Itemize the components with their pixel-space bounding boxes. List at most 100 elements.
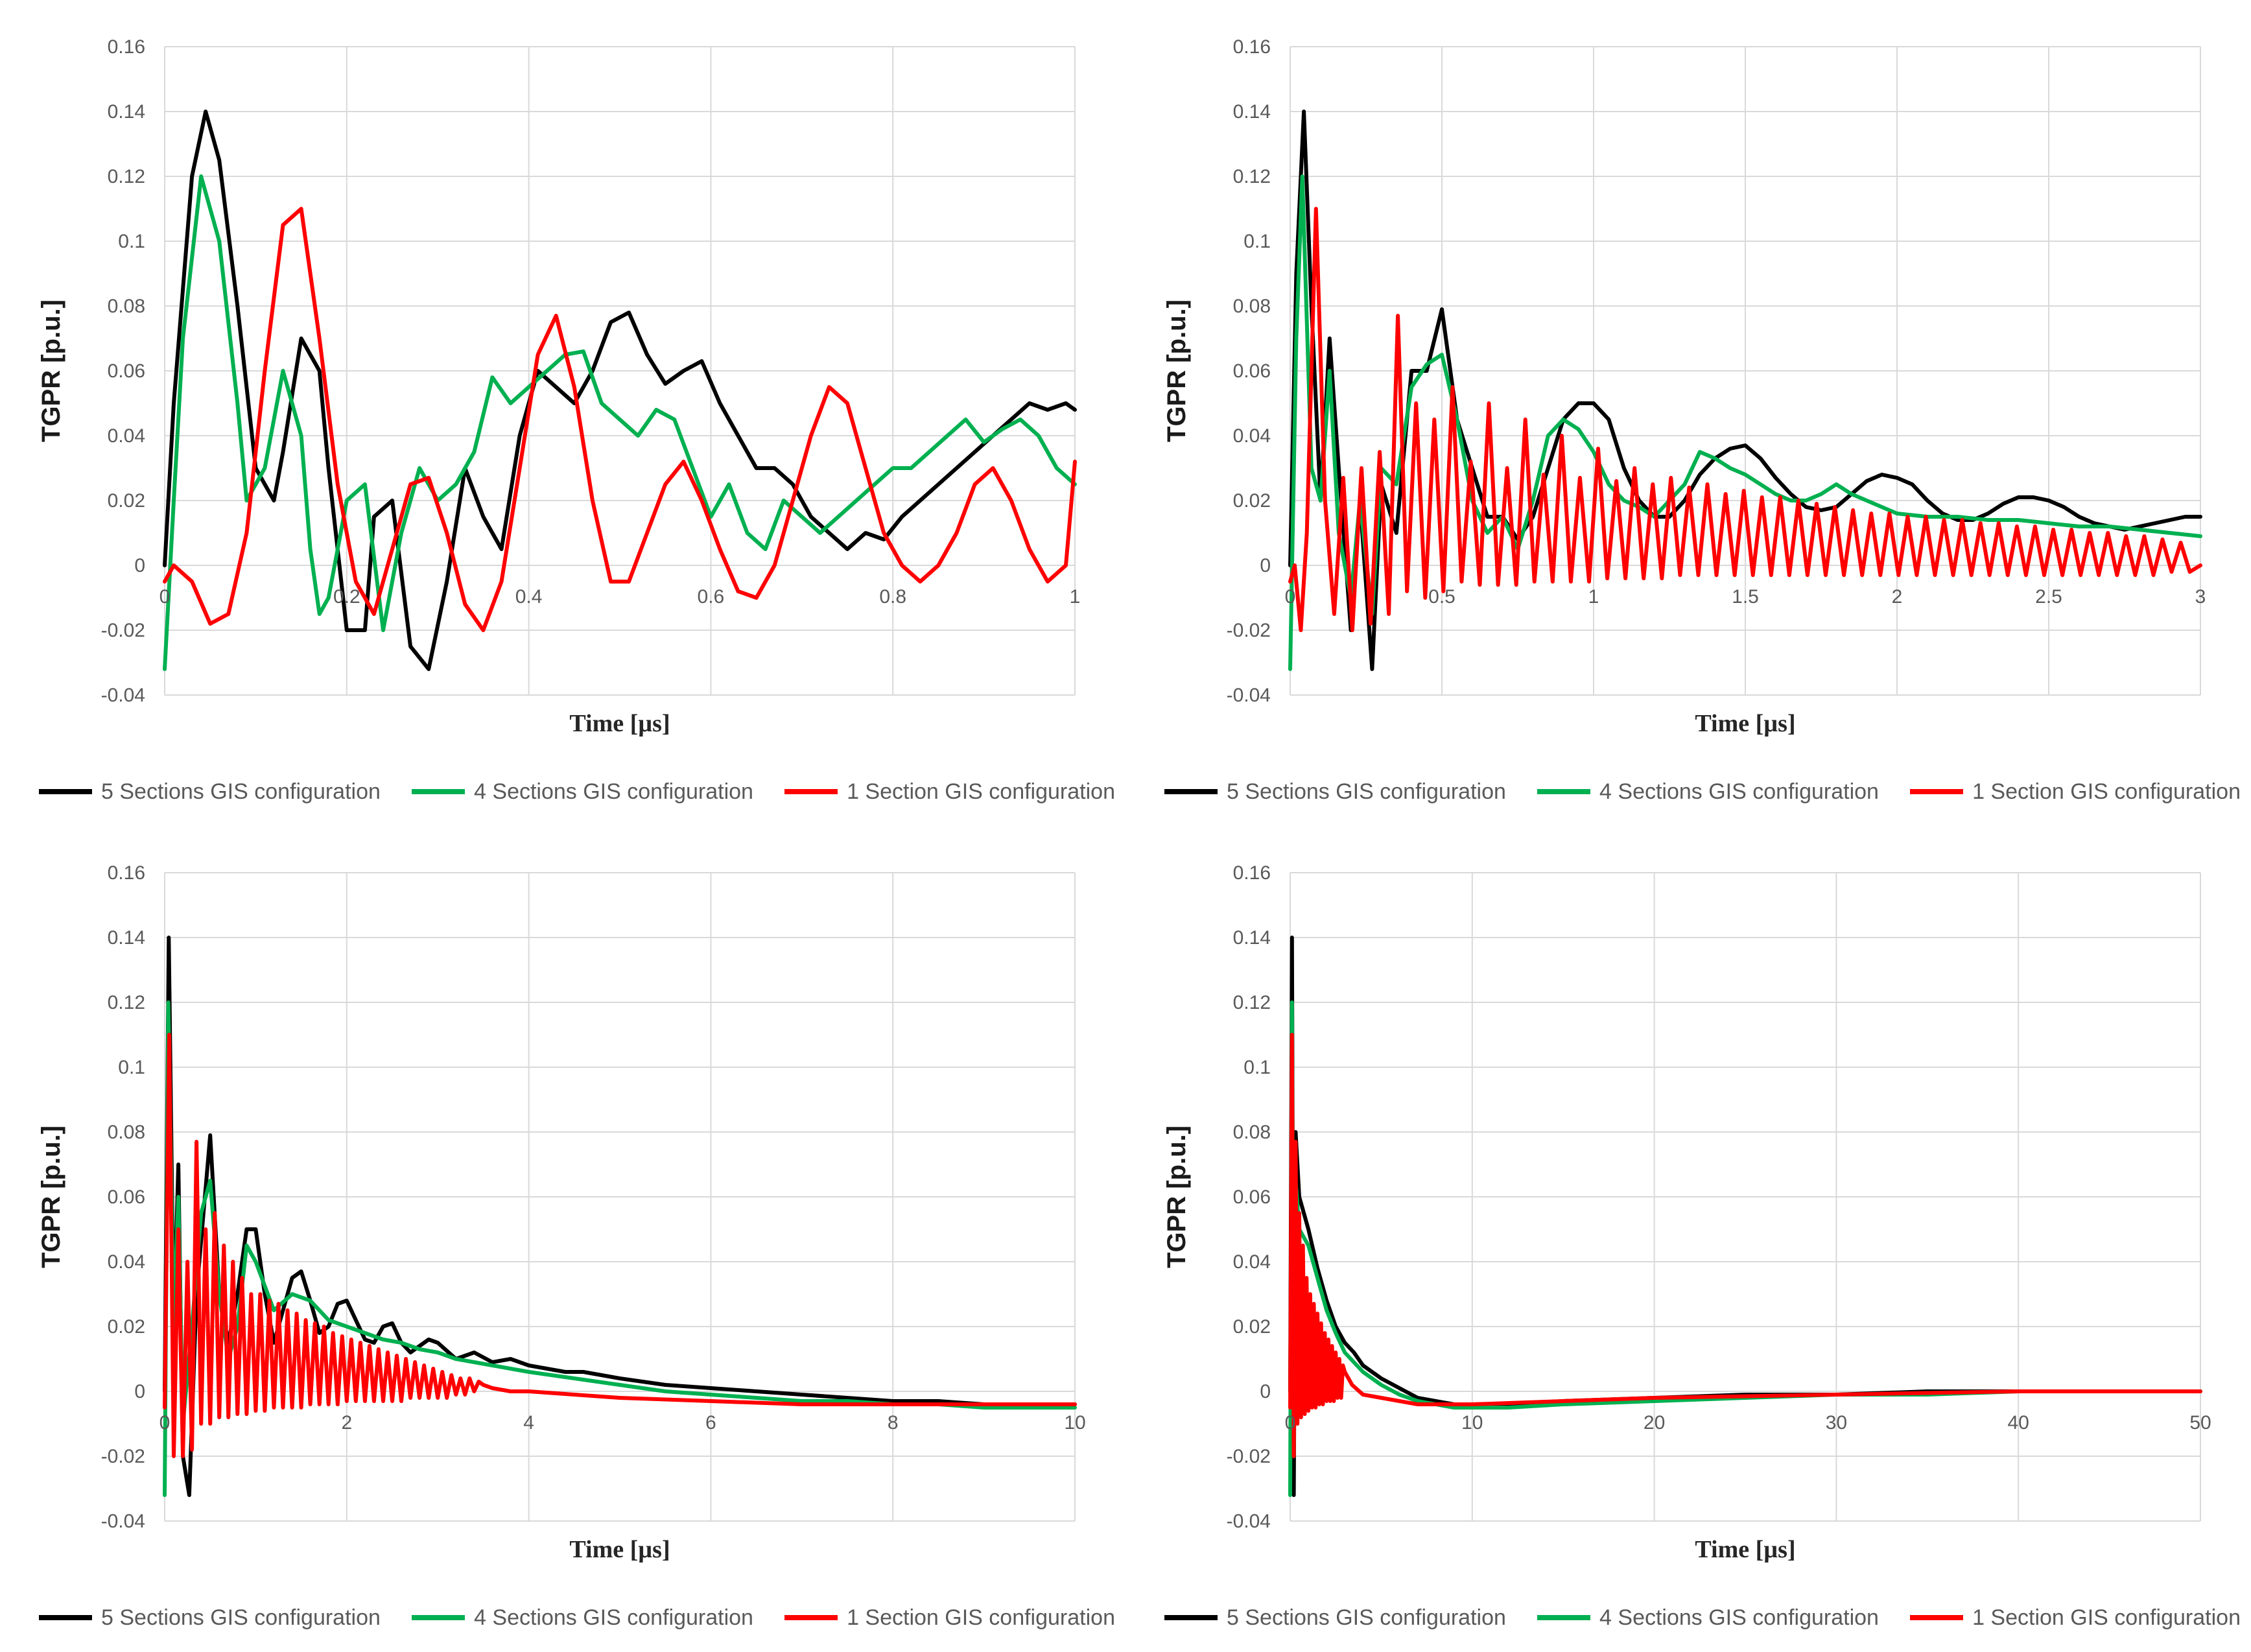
chart-1-ytick-label: 0 bbox=[134, 555, 145, 576]
chart-1-ytick-label: 0.1 bbox=[118, 231, 145, 252]
legend-item-4-sections: 4 Sections GIS configuration bbox=[412, 1605, 753, 1631]
chart-4-series-1-section-line bbox=[1288, 1033, 2202, 1458]
chart-4-gridlines bbox=[1290, 872, 2201, 1522]
chart-2-ytick-label: -0.04 bbox=[1227, 685, 1271, 706]
chart-1-ytick-label: -0.02 bbox=[101, 620, 145, 641]
chart-4-ytick-label: 0 bbox=[1260, 1381, 1271, 1402]
chart-4-ytick-label: -0.02 bbox=[1227, 1446, 1271, 1467]
chart-1-gridlines bbox=[164, 46, 1076, 696]
chart-2-xtick-label: 2.5 bbox=[2035, 586, 2062, 608]
legend-item-5-sections: 5 Sections GIS configuration bbox=[39, 1605, 381, 1631]
chart-3-svg: -0.04 -0.02 0 0.02 0.04 0.06 0.08 0.1 0.12 0.14 0.… bbox=[37, 862, 1086, 1563]
chart-3-xtick-label: 0 bbox=[159, 1412, 171, 1434]
chart-1-series-5-section-line bbox=[163, 110, 1077, 671]
chart-3-ytick-label: 0.08 bbox=[108, 1122, 145, 1143]
chart-3-xtick-label: 8 bbox=[888, 1412, 899, 1434]
legend-swatch-4-sections bbox=[412, 1615, 466, 1620]
chart-4-xtick-label: 20 bbox=[1644, 1412, 1665, 1434]
chart-4-ytick-label: -0.04 bbox=[1227, 1511, 1271, 1532]
chart-panel-2: -0.04 -0.02 0 0.02 0.04 0.06 0.08 0.1 0.12 0.14 0.… bbox=[1126, 0, 2251, 826]
chart-1-xtick-label: 1 bbox=[1070, 586, 1081, 608]
chart-3-ytick-label: 0.14 bbox=[108, 927, 145, 949]
chart-4-x-axis-title: Time [µs] bbox=[1695, 1536, 1795, 1563]
chart-3-ytick-label: 0.16 bbox=[108, 862, 145, 884]
chart-2-ytick-label: 0.12 bbox=[1233, 166, 1271, 187]
chart-4-series-4-section-line bbox=[1288, 1000, 2202, 1497]
legend-item-1-section: 1 Section GIS configuration bbox=[784, 1605, 1115, 1631]
chart-panel-1: -0.04 -0.02 0 0.02 0.04 0.06 0.08 0.1 0.12 0.14 0.… bbox=[0, 0, 1126, 826]
chart-1-series-group bbox=[163, 110, 1077, 671]
chart-4-ytick-label: 0.04 bbox=[1233, 1251, 1271, 1273]
legend-swatch-4-sections bbox=[1537, 789, 1591, 794]
chart-3-series-1-section-line bbox=[163, 1033, 1077, 1458]
chart-4-ytick-label: 0.08 bbox=[1233, 1122, 1271, 1143]
chart-4-ytick-label: 0.12 bbox=[1233, 992, 1271, 1013]
legend-label-5-sections: 5 Sections GIS configuration bbox=[1227, 779, 1506, 804]
legend-label-5-sections: 5 Sections GIS configuration bbox=[101, 779, 381, 804]
chart-3-series-5-section-line bbox=[163, 936, 1077, 1497]
chart-4-xtick-label: 30 bbox=[1826, 1412, 1847, 1434]
chart-1-ytick-label: 0.06 bbox=[108, 360, 145, 382]
chart-2-ytick-label: 0.16 bbox=[1233, 36, 1271, 58]
chart-2-ytick-label: 0.04 bbox=[1233, 425, 1271, 447]
legend-swatch-5-sections bbox=[39, 789, 92, 794]
chart-3-gridlines bbox=[164, 872, 1076, 1522]
chart-3-series-group bbox=[163, 936, 1077, 1497]
legend-label-5-sections: 5 Sections GIS configuration bbox=[101, 1605, 381, 1630]
chart-1-series-4-section-line bbox=[163, 174, 1077, 671]
chart-3-ytick-label: 0.04 bbox=[108, 1251, 145, 1273]
chart-2-ytick-label: 0.02 bbox=[1233, 490, 1271, 512]
chart-4-xtick-label: 50 bbox=[2189, 1412, 2211, 1434]
chart-2-series-1-section-line bbox=[1288, 207, 2202, 632]
chart-3-ytick-label: -0.04 bbox=[101, 1511, 145, 1532]
chart-1-ytick-label: 0.16 bbox=[108, 36, 145, 58]
chart-4-ytick-label: 0.02 bbox=[1233, 1316, 1271, 1338]
legend-label-1-section: 1 Section GIS configuration bbox=[847, 779, 1115, 804]
chart-4-xtick-label: 10 bbox=[1461, 1412, 1483, 1434]
legend-label-4-sections: 4 Sections GIS configuration bbox=[1599, 1605, 1879, 1630]
legend-swatch-4-sections bbox=[1537, 1615, 1591, 1620]
chart-1-xtick-label: 0.6 bbox=[698, 586, 725, 608]
legend-item-4-sections: 4 Sections GIS configuration bbox=[1537, 1605, 1879, 1631]
chart-4-ytick-label: 0.1 bbox=[1243, 1057, 1271, 1078]
legend-item-4-sections: 4 Sections GIS configuration bbox=[412, 779, 753, 805]
chart-2-xtick-label: 1 bbox=[1588, 586, 1599, 608]
chart-3-xtick-label: 6 bbox=[705, 1412, 716, 1434]
chart-1-ytick-label: 0.14 bbox=[108, 101, 145, 123]
legend-swatch-5-sections bbox=[1164, 1615, 1218, 1620]
chart-3-ytick-label: -0.02 bbox=[101, 1446, 145, 1467]
chart-2-svg: -0.04 -0.02 0 0.02 0.04 0.06 0.08 0.1 0.12 0.14 0.… bbox=[1162, 36, 2206, 737]
chart-1-y-axis-title: TGPR [p.u.] bbox=[37, 300, 65, 442]
chart-4-ytick-label: 0.14 bbox=[1233, 927, 1271, 949]
chart-4-legend: 5 Sections GIS configuration 4 Sections … bbox=[1164, 1601, 2241, 1634]
chart-4-series-group bbox=[1288, 936, 2202, 1497]
chart-2-xtick-label: 0.5 bbox=[1428, 586, 1455, 608]
chart-3-xtick-label: 2 bbox=[341, 1412, 352, 1434]
chart-1-ytick-label: -0.04 bbox=[101, 685, 145, 706]
legend-item-4-sections: 4 Sections GIS configuration bbox=[1537, 779, 1879, 805]
chart-4-svg: -0.04 -0.02 0 0.02 0.04 0.06 0.08 0.1 0.12 0.14 0.… bbox=[1162, 862, 2211, 1563]
chart-2-xtick-label: 3 bbox=[2195, 586, 2206, 608]
legend-item-5-sections: 5 Sections GIS configuration bbox=[1164, 1605, 1506, 1631]
chart-1-ytick-label: 0.02 bbox=[108, 490, 145, 512]
chart-3-ytick-label: 0 bbox=[134, 1381, 145, 1402]
chart-3-series-4-section-line bbox=[163, 1000, 1077, 1497]
chart-3-ytick-label: 0.12 bbox=[108, 992, 145, 1013]
chart-1-x-axis-title: Time [µs] bbox=[569, 710, 670, 737]
chart-2-ytick-label: 0.06 bbox=[1233, 360, 1271, 382]
chart-1-ytick-label: 0.12 bbox=[108, 166, 145, 187]
chart-3-x-axis-title: Time [µs] bbox=[569, 1536, 670, 1563]
chart-2-ytick-label: 0.14 bbox=[1233, 101, 1271, 123]
chart-2-xtick-label: 0 bbox=[1285, 586, 1296, 608]
chart-3-y-axis-title: TGPR [p.u.] bbox=[37, 1126, 65, 1268]
chart-2-legend: 5 Sections GIS configuration 4 Sections … bbox=[1164, 775, 2241, 808]
chart-panel-3: -0.04 -0.02 0 0.02 0.04 0.06 0.08 0.1 0.12 0.14 0.… bbox=[0, 826, 1126, 1652]
legend-label-4-sections: 4 Sections GIS configuration bbox=[474, 779, 753, 804]
chart-3-ytick-label: 0.1 bbox=[118, 1057, 145, 1078]
legend-item-5-sections: 5 Sections GIS configuration bbox=[1164, 779, 1506, 805]
chart-3-ytick-label: 0.02 bbox=[108, 1316, 145, 1338]
legend-label-4-sections: 4 Sections GIS configuration bbox=[1599, 779, 1879, 804]
legend-swatch-5-sections bbox=[39, 1615, 92, 1620]
chart-1-xtick-label: 0.2 bbox=[333, 586, 360, 608]
chart-1-series-1-section-line bbox=[163, 207, 1077, 632]
